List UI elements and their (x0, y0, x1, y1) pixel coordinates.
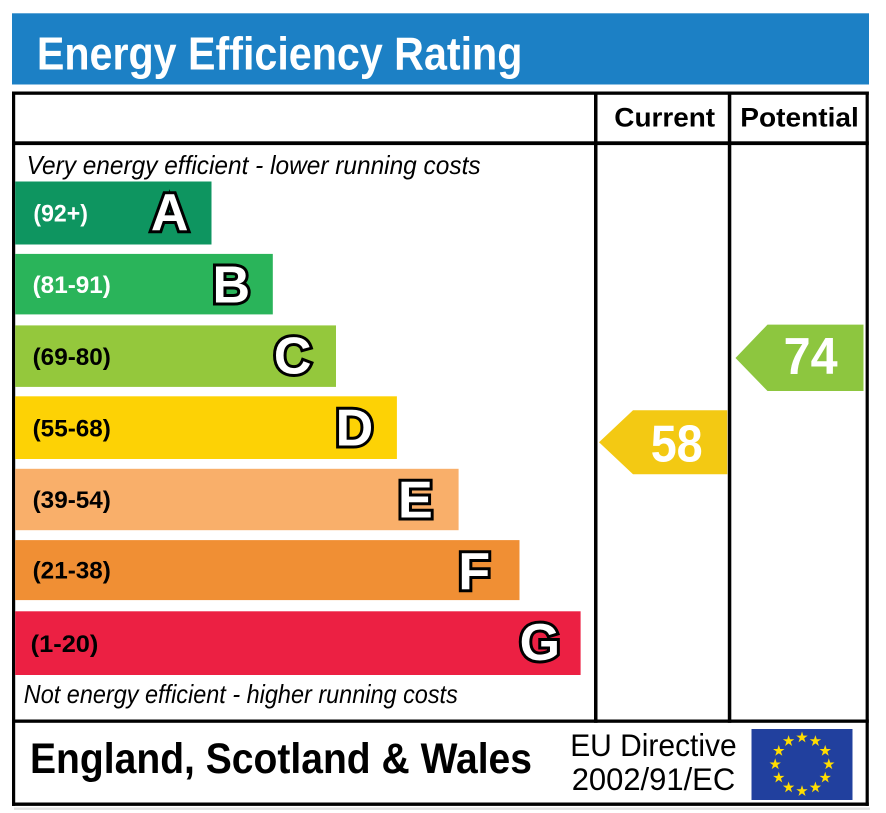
svg-text:(69-80): (69-80) (33, 344, 111, 371)
svg-text:A: A (151, 184, 189, 242)
svg-text:58: 58 (651, 415, 703, 473)
svg-text:Not energy efficient - higher: Not energy efficient - higher running co… (24, 679, 458, 709)
svg-text:(1-20): (1-20) (31, 631, 99, 658)
svg-text:(81-91): (81-91) (33, 272, 111, 299)
svg-text:Current: Current (614, 103, 715, 133)
svg-text:C: C (274, 327, 312, 385)
svg-text:E: E (398, 472, 433, 530)
svg-text:D: D (336, 399, 374, 457)
svg-text:G: G (520, 614, 560, 672)
svg-text:Potential: Potential (740, 103, 859, 133)
svg-text:74: 74 (784, 328, 838, 386)
svg-text:(21-38): (21-38) (33, 558, 111, 585)
svg-text:(39-54): (39-54) (33, 487, 111, 514)
svg-text:F: F (458, 543, 490, 601)
svg-text:(92+): (92+) (33, 201, 88, 228)
svg-text:Energy Efficiency Rating: Energy Efficiency Rating (37, 28, 523, 80)
svg-text:2002/91/EC: 2002/91/EC (572, 761, 736, 797)
svg-text:EU Directive: EU Directive (570, 727, 737, 763)
svg-text:B: B (213, 256, 251, 314)
svg-text:Very energy efficient - lower: Very energy efficient - lower running co… (27, 150, 481, 180)
svg-text:(55-68): (55-68) (33, 415, 111, 442)
svg-text:England, Scotland & Wales: England, Scotland & Wales (30, 735, 532, 783)
